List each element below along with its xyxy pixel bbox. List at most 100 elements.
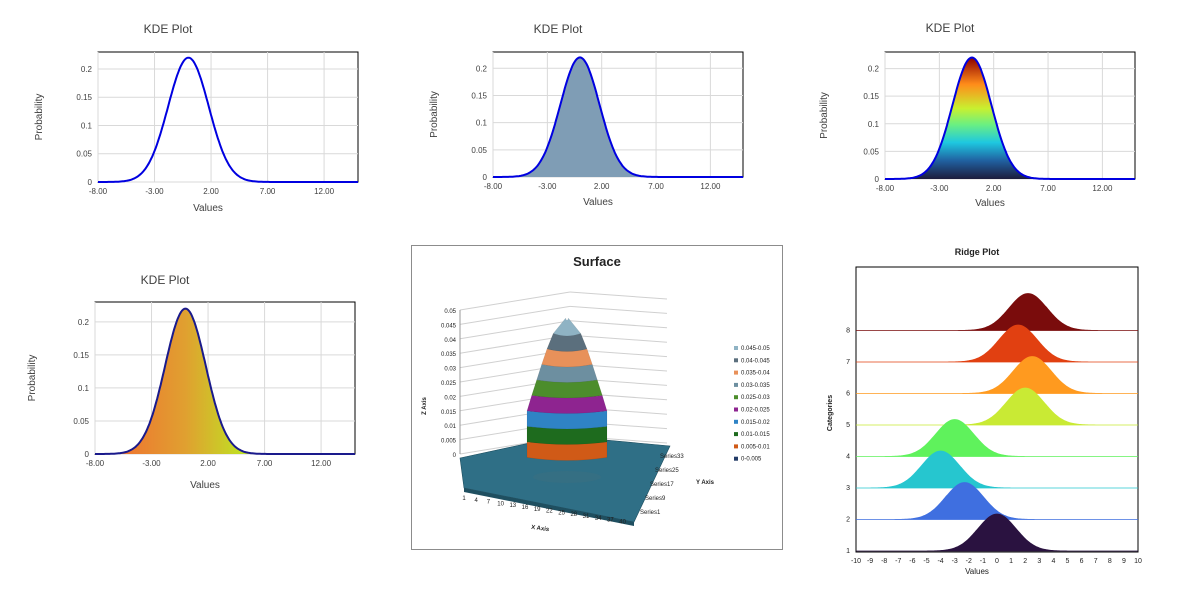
- y-tick-label: 3: [846, 485, 850, 492]
- surface-band: [526, 410, 608, 430]
- surface-chart-panel: Surface 0 0.005 0.01 0.015 0.02 0.025 0.03 0.035…: [411, 245, 783, 550]
- x-tick-label: 2.00: [200, 459, 216, 468]
- kde-area: [512, 57, 648, 177]
- x-tick-label: -8.00: [86, 459, 105, 468]
- plot-area: [94, 301, 356, 455]
- x-tick-label: 7: [1094, 558, 1098, 565]
- y-tick-label: 0.2: [78, 318, 90, 327]
- x-tick-label: 25: [558, 510, 565, 516]
- x-tick-label: -2: [966, 558, 972, 565]
- y-tick-label: 0: [875, 175, 880, 184]
- y-tick-label: 0: [85, 450, 90, 459]
- x-tick-label: 7.00: [260, 187, 276, 196]
- legend-label: 0.015-0.02: [741, 420, 770, 426]
- y-tick-label: Series33: [660, 454, 684, 460]
- legend-swatch: [734, 432, 738, 437]
- y-tick-label: Series17: [650, 482, 674, 488]
- y-tick-label: 5: [846, 422, 850, 429]
- x-tick-label: -10: [851, 558, 861, 565]
- kde-chart-1: KDE Plot -8.00 -3.00 2.00 7.00 12.00 0 0.05 0.1 0…: [34, 22, 359, 214]
- plot-area: [884, 51, 1136, 180]
- x-tick-label: -8.00: [484, 182, 503, 191]
- x-tick-label: 2.00: [986, 184, 1002, 193]
- z-tick-label: 0.015: [441, 410, 457, 416]
- x-axis-title: Values: [583, 197, 613, 208]
- x-tick-label: -1: [980, 558, 986, 565]
- x-tick-label: 28: [570, 512, 577, 518]
- x-tick-label: 37: [607, 518, 614, 524]
- legend-label: 0.035-0.04: [741, 371, 770, 377]
- legend-swatch: [734, 382, 738, 387]
- x-tick-label: 12.00: [311, 459, 332, 468]
- x-tick-label: 10: [1134, 558, 1142, 565]
- y-tick-label: 0.15: [471, 91, 487, 100]
- x-tick-label: -3.00: [145, 187, 164, 196]
- x-axis-title: Values: [193, 203, 223, 214]
- chart-title: KDE Plot: [141, 273, 190, 287]
- x-tick-label: 7.00: [648, 182, 664, 191]
- x-tick-label: 8: [1108, 558, 1112, 565]
- x-tick-label: -7: [895, 558, 901, 565]
- y-tick-label: 0.2: [81, 65, 93, 74]
- legend-label: 0.04-0.045: [741, 358, 770, 364]
- y-tick-label: 2: [846, 517, 850, 524]
- legend-label: 0.01-0.015: [741, 432, 770, 438]
- legend-swatch: [734, 395, 738, 400]
- ridge-series-4: [856, 419, 1138, 457]
- z-tick-label: 0.025: [441, 381, 457, 387]
- x-tick-label: 34: [595, 516, 602, 522]
- x-tick-label: 22: [546, 509, 553, 515]
- x-axis-title: Values: [190, 480, 220, 491]
- x-tick-label: 4: [1051, 558, 1055, 565]
- x-tick-label: -3.00: [538, 182, 557, 191]
- legend-swatch: [734, 370, 738, 375]
- kde-curve: [885, 56, 1135, 180]
- x-tick-label: 2.00: [594, 182, 610, 191]
- x-tick-label: 0: [995, 558, 999, 565]
- x-tick-label: 19: [534, 507, 541, 513]
- y-tick-label: 7: [846, 359, 850, 366]
- x-axis-title: X Axis: [531, 525, 550, 534]
- y-tick-label: 0: [88, 178, 93, 187]
- x-tick-label: 10: [497, 501, 504, 507]
- surface-chart: Surface 0 0.005 0.01 0.015 0.02 0.025 0.03 0.035…: [422, 254, 770, 534]
- y-tick-label: Series9: [645, 496, 666, 502]
- y-tick-label: 0.1: [81, 121, 93, 130]
- x-tick-label: -6: [909, 558, 915, 565]
- ridge-series-8: [856, 293, 1138, 331]
- y-tick-label: 0: [483, 173, 488, 182]
- ridge-series-2: [856, 482, 1138, 520]
- x-tick-label: -8.00: [876, 184, 895, 193]
- kde-plot-2: KDE Plot -8.00 -3.00 2.00 7.00 12.00 0 0.05 0.1 0…: [415, 15, 775, 220]
- legend-label: 0-0.005: [741, 457, 762, 463]
- z-tick-label: 0.05: [444, 309, 456, 315]
- y-tick-label: 6: [846, 391, 850, 398]
- legend-swatch: [734, 419, 738, 424]
- x-tick-label: 2: [1023, 558, 1027, 565]
- legend-swatch: [734, 456, 738, 461]
- x-tick-label: -3.00: [930, 184, 949, 193]
- x-axis-title: Values: [975, 198, 1005, 209]
- x-tick-label: 7: [487, 500, 491, 506]
- y-axis-title: Probability: [34, 94, 45, 141]
- ridge-series-7: [856, 324, 1138, 363]
- z-tick-label: 0.01: [444, 424, 456, 430]
- legend-swatch: [734, 346, 738, 350]
- x-tick-label: 12.00: [1092, 184, 1113, 193]
- y-tick-label: 0.05: [73, 417, 89, 426]
- x-tick-label: -3: [952, 558, 958, 565]
- surface-band: [526, 395, 608, 415]
- y-axis-title: Y Axis: [696, 480, 715, 486]
- ridge-plot-panel: Ridge Plot 8 7 6 5 4 3 2 1 -10 -9 -8 -7 -6 -5 -4 -3 -2 -1 0…: [818, 240, 1148, 585]
- legend-label: 0.03-0.035: [741, 383, 770, 389]
- y-tick-label: Series25: [655, 468, 679, 474]
- legend-label: 0.025-0.03: [741, 395, 770, 401]
- kde-chart-2: KDE Plot -8.00 -3.00 2.00 7.00 12.00 0 0.05 0.1 0…: [429, 22, 744, 208]
- z-tick-label: 0: [453, 453, 457, 459]
- y-axis-title: Probability: [819, 92, 830, 139]
- plot-area: [855, 266, 1139, 553]
- y-tick-label: 8: [846, 328, 850, 335]
- ridge-series-3: [856, 450, 1138, 489]
- y-axis-title: Probability: [429, 91, 440, 138]
- z-grid-line: [569, 291, 668, 300]
